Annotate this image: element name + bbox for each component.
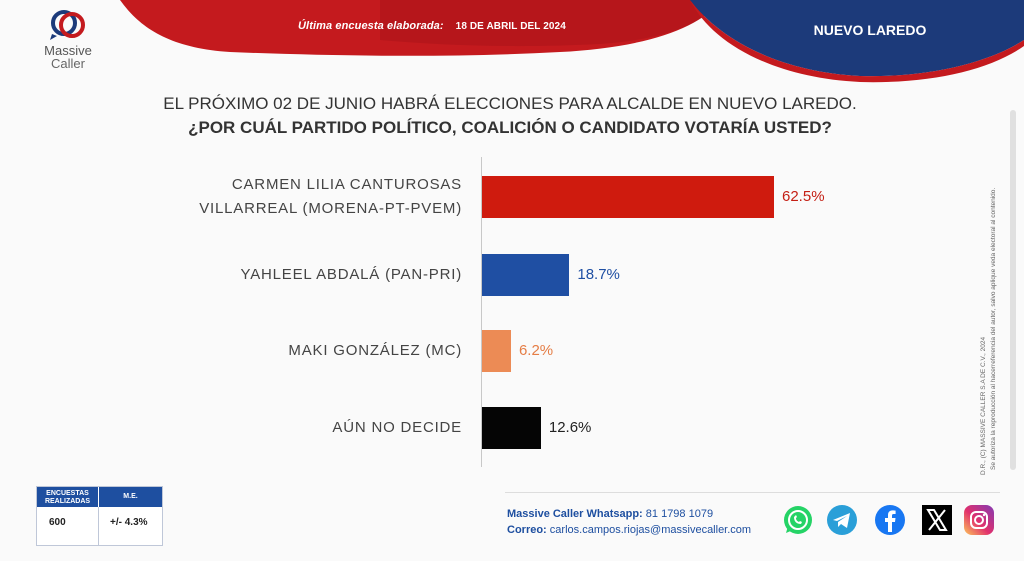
instagram-icon[interactable] (962, 503, 996, 537)
category-label-line: CARMEN LILIA CANTUROSAS (231, 176, 462, 193)
bar (482, 176, 774, 218)
whatsapp-number[interactable]: 81 1798 1079 (645, 508, 714, 520)
stats-header-surveys: ENCUESTAS REALIZADAS (37, 487, 98, 507)
category-label-line: AÚN NO DECIDE (332, 419, 462, 436)
right-divider (1010, 110, 1016, 470)
bar-value-label: 12.6% (548, 419, 592, 436)
stats-value-surveys: 600 (49, 517, 66, 528)
category-label-line: MAKI GONZÁLEZ (MC) (288, 342, 462, 359)
contact-divider (505, 492, 1000, 493)
survey-date-value: 18 DE ABRIL DEL 2024 (455, 21, 566, 32)
whatsapp-icon[interactable] (781, 503, 815, 537)
category-label-line: VILLARREAL (MORENA-PT-PVEM) (199, 200, 462, 217)
bar-value-label: 6.2% (518, 342, 554, 359)
contact-whatsapp: Massive Caller Whatsapp: 81 1798 1079 (507, 508, 713, 520)
rights-notice: D.R., (C) MASSIVE CALLER S.A DE C.V., 20… (960, 110, 997, 480)
rights-line1: D.R., (C) MASSIVE CALLER S.A DE C.V., 20… (980, 336, 987, 475)
city-title: NUEVO LAREDO (813, 22, 927, 38)
brand-line2: Caller (51, 56, 85, 71)
category-label-line: YAHLEEL ABDALÁ (PAN-PRI) (240, 266, 462, 283)
bar-value-label: 62.5% (782, 188, 825, 205)
email-address[interactable]: carlos.campos.riojas@massivecaller.com (549, 524, 752, 536)
whatsapp-label: Massive Caller Whatsapp: (507, 508, 643, 520)
bar-value-label: 18.7% (577, 266, 620, 283)
contact-email: Correo: carlos.campos.riojas@massivecall… (507, 524, 751, 536)
category-label: AÚN NO DECIDE (42, 416, 462, 440)
bar (482, 254, 570, 296)
telegram-icon[interactable] (825, 503, 859, 537)
question-line1: EL PRÓXIMO 02 DE JUNIO HABRÁ ELECCIONES … (163, 94, 857, 113)
stats-value-margin: +/- 4.3% (110, 517, 148, 528)
stats-header-margin: M.E. (99, 487, 162, 507)
stats-divider (98, 507, 99, 545)
survey-date: Última encuesta elaborada: 18 DE ABRIL DE… (298, 20, 566, 32)
brand-line1: Massive (44, 43, 92, 58)
chat-bubbles-icon (50, 10, 85, 40)
bar (482, 407, 541, 449)
chart-axis (481, 157, 482, 467)
category-label: YAHLEEL ABDALÁ (PAN-PRI) (42, 263, 462, 287)
question-line2: ¿POR CUÁL PARTIDO POLÍTICO, COALICIÓN O … (188, 118, 832, 137)
email-label: Correo: (507, 524, 547, 536)
category-label: CARMEN LILIA CANTUROSAS VILLARREAL (MOREN… (42, 173, 462, 221)
survey-date-label: Última encuesta elaborada: (298, 20, 444, 32)
category-label: MAKI GONZÁLEZ (MC) (42, 339, 462, 363)
brand-name: Massive Caller (28, 44, 108, 70)
survey-stats-box: ENCUESTAS REALIZADAS M.E. 600 +/- 4.3% (36, 486, 163, 546)
bar (482, 330, 511, 372)
rights-line2: Se autoriza la reproducción al hacerrefe… (990, 187, 997, 470)
x-icon[interactable] (920, 503, 954, 537)
facebook-icon[interactable] (873, 503, 907, 537)
header-banner (120, 0, 1024, 83)
brand-logo: Massive Caller (28, 8, 108, 74)
